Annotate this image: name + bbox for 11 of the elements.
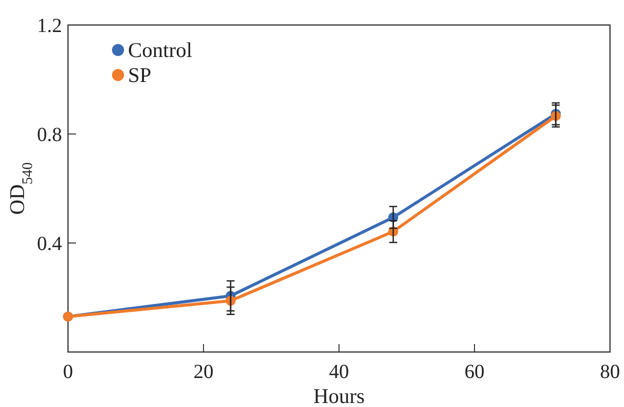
y-tick-label: 1.2 [37, 15, 62, 37]
x-tick-label: 20 [194, 361, 214, 383]
y-tick-label: 0.8 [37, 124, 62, 146]
x-tick-label: 60 [464, 361, 484, 383]
legend-label: SP [128, 63, 152, 87]
legend-label: Control [128, 38, 192, 62]
x-tick-label: 40 [329, 361, 349, 383]
x-axis-title: Hours [313, 384, 365, 407]
x-tick-label: 80 [600, 361, 620, 383]
y-tick-label: 0.4 [37, 233, 62, 255]
x-tick-label: 0 [63, 361, 73, 383]
